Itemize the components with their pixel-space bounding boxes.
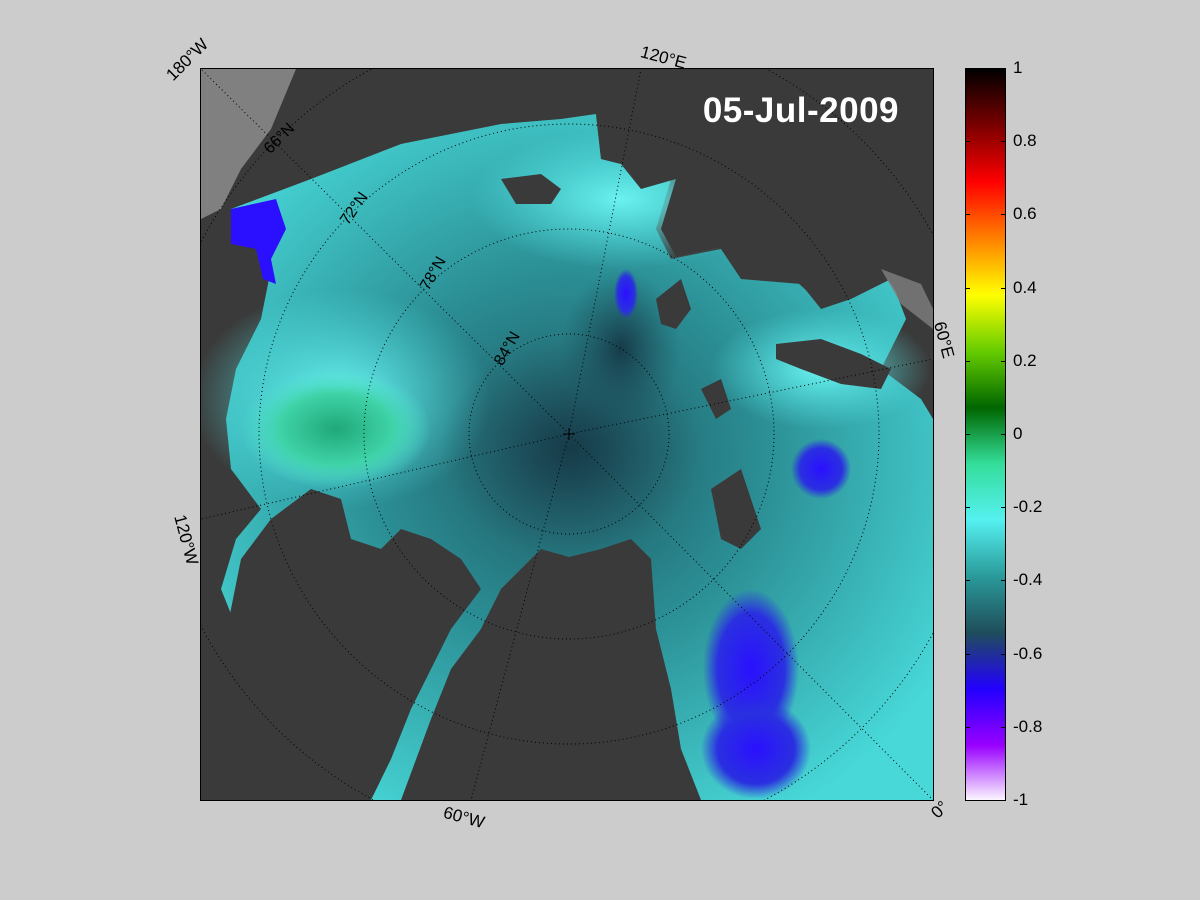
colorbar-tick-mark: [1001, 214, 1006, 216]
colorbar-tick-mark: [965, 653, 970, 655]
colorbar-tick-mark: [1001, 141, 1006, 143]
colorbar-tick-mark: [965, 507, 970, 509]
blue-anomaly-east: [701, 699, 811, 799]
colorbar-tick-mark: [965, 68, 970, 69]
new-siberian-islands: [501, 174, 561, 204]
colorbar-tick-mark: [965, 800, 970, 801]
eurasia: [596, 69, 933, 329]
colorbar-tick-label: -0.2: [1013, 497, 1043, 517]
colorbar-tick-label: 1: [1013, 58, 1023, 77]
colorbar-tick-mark: [1001, 434, 1006, 435]
graticule: [201, 69, 933, 800]
colorbar-tick-mark: [1001, 726, 1006, 728]
colorbar-tick-mark: [1001, 360, 1006, 362]
ice-shelf-shading: [881, 269, 933, 329]
colorbar-tick-mark: [1001, 653, 1006, 655]
colorbar-tick-mark: [965, 287, 970, 289]
dark-anomaly: [561, 269, 681, 429]
colorbar-tick-mark: [1001, 507, 1006, 509]
blue-anomaly-west: [231, 199, 286, 284]
colorbar-tick-mark: [965, 434, 970, 435]
colorbar-tick-label: 0.6: [1013, 204, 1037, 224]
north-pole-marker: [563, 428, 575, 440]
colorbar-tick-label: 0.4: [1013, 277, 1037, 297]
no-data-region: [201, 69, 296, 219]
blue-anomaly-east: [614, 269, 638, 319]
colorbar-tick-label: 0.8: [1013, 131, 1037, 151]
colorbar-fill: [966, 69, 1005, 800]
blue-anomaly-east: [791, 439, 851, 499]
lon-label-0: 0°: [927, 797, 953, 823]
svalbard: [711, 469, 761, 549]
colorbar-tick-label: 0.2: [1013, 350, 1037, 370]
colorbar-tick-mark: [1001, 800, 1006, 801]
colorbar-tick-mark: [965, 580, 970, 582]
colorbar-tick-label: -0.4: [1013, 570, 1043, 590]
franz-josef-land: [701, 379, 731, 419]
colorbar-tick-mark: [965, 214, 970, 216]
colorbar-tick-label: -0.6: [1013, 643, 1043, 663]
map-svg: [201, 69, 933, 800]
lon-label-60w: 60°W: [441, 802, 487, 833]
novaya-zemlya: [776, 339, 891, 389]
colorbar-tick-mark: [965, 141, 970, 143]
colorbar: [965, 68, 1006, 801]
arctic-map: 05-Jul-2009: [200, 68, 934, 801]
lon-label-120w: 120°W: [170, 512, 202, 568]
colorbar-tick-mark: [1001, 580, 1006, 582]
colorbar-tick-label: -1: [1013, 790, 1029, 809]
green-anomaly: [241, 369, 431, 489]
colorbar-tick-mark: [1001, 68, 1006, 69]
colorbar-tick-mark: [1001, 287, 1006, 289]
colorbar-tick-label: 0: [1013, 424, 1023, 443]
date-label: 05-Jul-2009: [702, 91, 899, 130]
colorbar-tick-label: -0.8: [1013, 716, 1043, 736]
greenland: [471, 539, 701, 800]
colorbar-tick-mark: [965, 360, 970, 362]
colorbar-tick-mark: [965, 726, 970, 728]
severnaya-zemlya: [656, 279, 691, 329]
